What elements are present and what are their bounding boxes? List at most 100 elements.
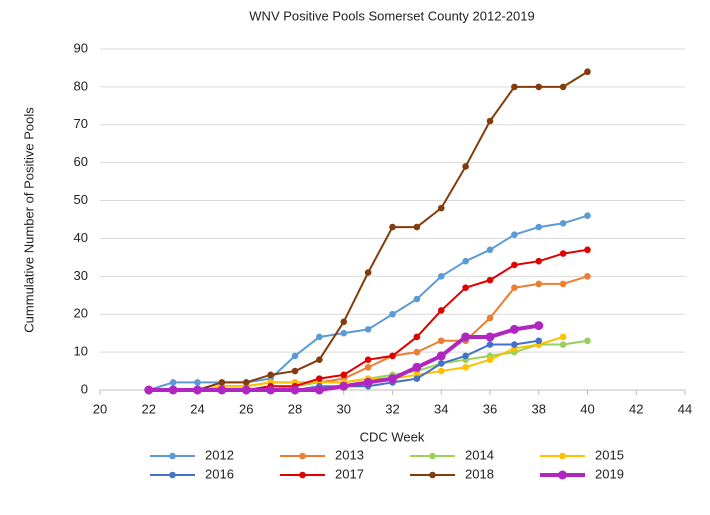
x-axis-label: CDC Week — [360, 429, 425, 444]
legend-label: 2012 — [205, 447, 234, 462]
point — [461, 332, 471, 342]
legend-marker — [169, 471, 176, 479]
legend-label: 2013 — [335, 447, 364, 462]
point — [340, 371, 348, 379]
point — [584, 212, 591, 220]
point — [413, 333, 421, 341]
point — [364, 356, 372, 363]
legend-marker — [299, 471, 306, 479]
point — [413, 375, 421, 382]
point — [511, 341, 518, 348]
point — [437, 204, 445, 212]
x-tick-label: 20 — [93, 401, 107, 416]
point — [559, 341, 567, 348]
point — [340, 318, 348, 326]
point — [486, 341, 494, 348]
x-tick-label: 32 — [385, 401, 399, 416]
y-tick-label: 80 — [74, 78, 88, 93]
point — [486, 276, 494, 284]
point — [144, 385, 154, 395]
y-tick-label: 60 — [74, 154, 88, 169]
point — [462, 363, 469, 371]
point — [535, 257, 543, 265]
point — [559, 280, 567, 288]
point — [389, 310, 396, 318]
point — [194, 379, 201, 386]
point — [316, 356, 323, 363]
x-tick-label: 36 — [483, 401, 497, 416]
y-tick-label: 40 — [74, 230, 88, 245]
legend-label: 2019 — [595, 466, 624, 481]
x-tick-label: 28 — [288, 401, 302, 416]
point — [509, 324, 519, 334]
point — [584, 273, 591, 280]
legend-label: 2016 — [205, 466, 234, 481]
point — [511, 83, 518, 91]
y-tick-label: 70 — [74, 116, 88, 131]
x-tick-label: 26 — [239, 401, 253, 416]
point — [364, 326, 372, 333]
point — [242, 379, 250, 386]
legend-marker — [299, 452, 306, 460]
x-tick-label: 34 — [434, 401, 448, 416]
x-tick-label: 44 — [678, 401, 692, 416]
x-tick-label: 30 — [337, 401, 351, 416]
point — [339, 381, 349, 391]
point — [169, 379, 177, 386]
point — [413, 295, 421, 303]
point — [559, 83, 567, 91]
legend-marker — [429, 471, 436, 479]
point — [462, 257, 469, 265]
point — [437, 307, 445, 314]
point — [584, 68, 591, 76]
point — [486, 117, 494, 125]
x-tick-label: 40 — [580, 401, 594, 416]
point — [340, 329, 348, 337]
series-line — [148, 214, 588, 391]
point — [535, 223, 543, 231]
point — [559, 250, 567, 257]
point — [584, 337, 591, 345]
point — [511, 231, 518, 238]
point — [535, 280, 543, 288]
point — [168, 385, 178, 395]
point — [462, 284, 469, 292]
point — [218, 379, 226, 386]
x-tick-label: 42 — [629, 401, 643, 416]
chart-title: WNV Positive Pools Somerset County 2012-… — [249, 8, 534, 23]
legend-marker — [558, 470, 567, 480]
point — [534, 321, 544, 331]
legend-marker — [169, 452, 176, 460]
point — [316, 333, 323, 341]
y-tick-label: 20 — [74, 306, 88, 321]
point — [193, 385, 202, 395]
point — [559, 219, 567, 227]
point — [535, 337, 543, 345]
x-tick-label: 22 — [142, 401, 156, 416]
point — [437, 367, 445, 375]
legend-marker — [429, 452, 436, 460]
point — [266, 385, 276, 395]
point — [316, 375, 323, 382]
series-line — [148, 70, 589, 391]
legend-label: 2014 — [465, 447, 494, 462]
point — [389, 223, 396, 231]
y-tick-label: 50 — [74, 192, 88, 207]
point — [559, 333, 567, 341]
y-axis-label: Cummulative Number of Positive Pools — [21, 107, 36, 333]
point — [388, 374, 397, 384]
x-tick-label: 24 — [190, 401, 204, 416]
point — [364, 269, 372, 276]
point — [314, 385, 324, 395]
point — [486, 356, 494, 363]
point — [290, 385, 300, 395]
x-tick-label: 38 — [532, 401, 546, 416]
y-tick-label: 0 — [81, 381, 88, 396]
point — [511, 284, 518, 292]
point — [364, 363, 372, 371]
legend-label: 2017 — [335, 466, 364, 481]
point — [511, 261, 518, 269]
point — [413, 348, 421, 356]
point — [462, 352, 469, 360]
